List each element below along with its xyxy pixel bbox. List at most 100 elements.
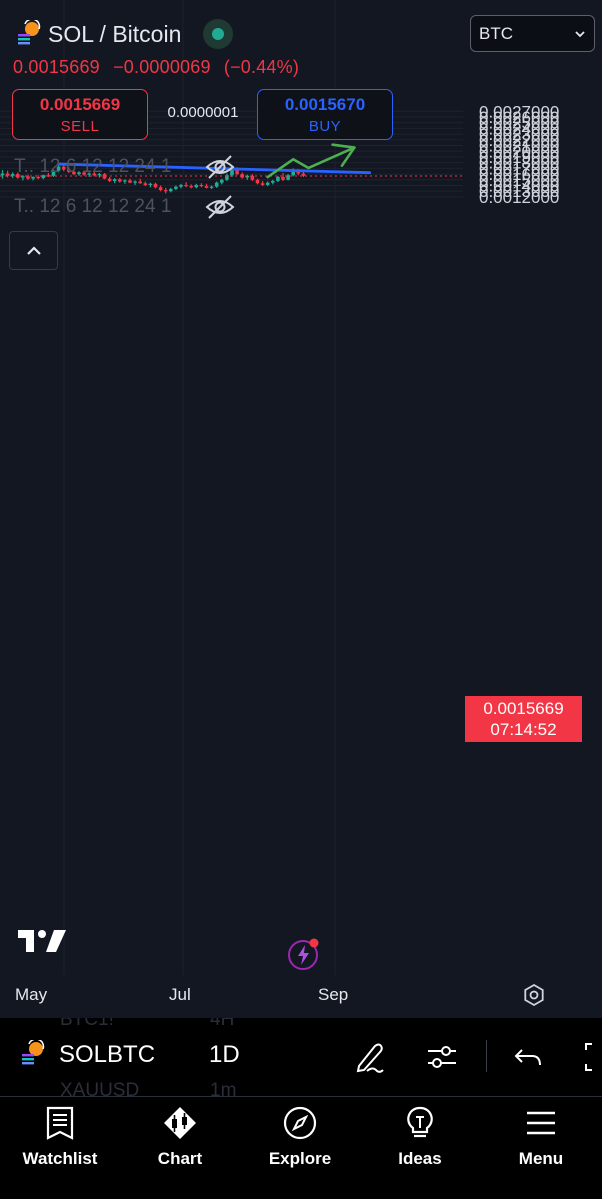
nav-menu[interactable]: Menu [491, 1105, 591, 1169]
compass-icon [283, 1106, 317, 1140]
collapse-legend-button[interactable] [9, 231, 58, 270]
candle-body [199, 184, 204, 187]
price-change-percent: (−0.44%) [223, 57, 300, 77]
currency-select[interactable]: BTC [470, 15, 595, 52]
lightning-icon[interactable] [287, 937, 321, 971]
candle-body [250, 175, 255, 180]
currency-value: BTC [479, 23, 513, 43]
candle-body [225, 175, 229, 180]
candle-body [97, 174, 102, 176]
current-price-badge: 0.0015669 07:14:52 [465, 696, 582, 742]
y-axis-tick: 0.0024000 [479, 119, 559, 138]
last-price: 0.0015669 [13, 57, 100, 77]
indicator-params: T.. 12 6 12 12 24 1 [14, 196, 172, 217]
nav-label: Watchlist [22, 1149, 98, 1168]
projection-arrowhead [331, 143, 356, 167]
y-axis-tick: 0.0012000 [479, 188, 559, 207]
candle-body [82, 172, 86, 175]
chevron-down-icon [575, 30, 585, 37]
tradingview-logo-icon [18, 930, 66, 952]
candle-body [179, 184, 183, 187]
candle-body [128, 180, 132, 183]
nav-label: Chart [157, 1149, 203, 1168]
nav-ideas[interactable]: Ideas [370, 1105, 470, 1169]
candle-body [158, 187, 163, 191]
market-open-indicator [203, 19, 234, 49]
price-chart[interactable]: 0.00270000.00260000.00250000.00240000.00… [0, 0, 602, 1018]
hamburger-menu-icon [527, 1111, 555, 1135]
interval-button[interactable]: 1D [209, 1041, 240, 1068]
nav-label: Ideas [398, 1149, 442, 1168]
candle-body [291, 170, 295, 176]
indicator-legend-2[interactable]: T.. 12 6 12 12 24 1 [14, 192, 236, 222]
toolbar-divider [486, 1040, 487, 1072]
symbol-search-button[interactable]: SOLBTC [59, 1041, 156, 1068]
sell-button[interactable]: 0.0015669 SELL [12, 89, 148, 140]
x-axis-label: Sep [318, 985, 349, 1004]
sell-label: SELL [60, 118, 100, 135]
symbol-title[interactable]: SOL / Bitcoin [48, 20, 182, 47]
candle-body [92, 173, 97, 176]
candle-body [214, 182, 219, 187]
fullscreen-icon[interactable] [582, 1040, 602, 1074]
candle-body [102, 174, 107, 179]
nav-watchlist[interactable]: Watchlist [10, 1105, 110, 1169]
chart-settings-icon[interactable] [522, 983, 546, 1007]
nav-chart[interactable]: Chart [130, 1105, 230, 1169]
solana-logo-icon [14, 18, 42, 48]
candle-body [174, 186, 178, 189]
candle-body [194, 184, 199, 188]
undo-icon[interactable] [512, 1040, 546, 1074]
indicator-params: T.. 12 6 12 12 24 1 [14, 156, 172, 177]
y-axis-tick: 0.0014000 [479, 177, 559, 196]
y-axis-tick: 0.0015000 [479, 171, 559, 190]
candle-body [118, 179, 122, 182]
candle-body [107, 178, 112, 181]
chevron-up-icon [26, 245, 41, 255]
ghost-interval: 1m [210, 1080, 237, 1096]
candle-body [138, 181, 142, 184]
candle-body [41, 175, 46, 179]
ghost-symbol: BTC1! [60, 1018, 114, 1030]
indicators-icon[interactable] [425, 1040, 459, 1074]
drawing-tools-icon[interactable] [353, 1040, 387, 1074]
candle-body [5, 173, 10, 176]
current-price-label: 0.0015669 [483, 699, 564, 718]
candle-body [281, 176, 285, 180]
candle-body [276, 176, 280, 181]
candle-body [143, 183, 148, 185]
solana-logo-icon [22, 1040, 45, 1065]
candle-body [260, 183, 265, 185]
price-change: −0.0000069 [113, 57, 211, 77]
projection-path [266, 146, 356, 179]
y-axis-tick: 0.0019000 [479, 148, 559, 167]
spread-value: 0.0000001 [167, 104, 239, 121]
candle-body [123, 180, 127, 182]
x-axis-label: May [15, 985, 48, 1004]
buy-label: BUY [308, 118, 342, 135]
nav-label: Menu [518, 1149, 564, 1168]
eye-off-icon[interactable] [204, 153, 236, 181]
y-axis-tick: 0.0027000 [479, 102, 559, 121]
symbol-header[interactable]: SOL / Bitcoin [14, 16, 234, 52]
y-axis-tick: 0.0022000 [479, 131, 559, 150]
candle-body [21, 176, 25, 178]
candle-body [31, 176, 35, 179]
indicator-legend-1[interactable]: T.. 12 6 12 12 24 1 [14, 152, 236, 182]
y-axis-tick: 0.0018000 [479, 154, 559, 173]
price-change-line: 0.0015669 −0.0000069 (−0.44%) [13, 57, 299, 78]
eye-off-icon[interactable] [204, 193, 236, 221]
candle-body [220, 179, 224, 183]
nav-explore[interactable]: Explore [250, 1105, 350, 1169]
candle-body [271, 180, 275, 183]
candle-body [163, 190, 168, 192]
sell-price: 0.0015669 [39, 95, 121, 114]
candle-body [56, 166, 61, 171]
y-axis-tick: 0.0023000 [479, 125, 559, 144]
y-axis-tick: 0.0017000 [479, 159, 559, 178]
candle-body [36, 176, 40, 179]
x-axis-label: Jul [169, 985, 191, 1004]
candle-body [265, 182, 270, 185]
candle-body [61, 166, 66, 170]
buy-button[interactable]: 0.0015670 BUY [257, 89, 393, 140]
